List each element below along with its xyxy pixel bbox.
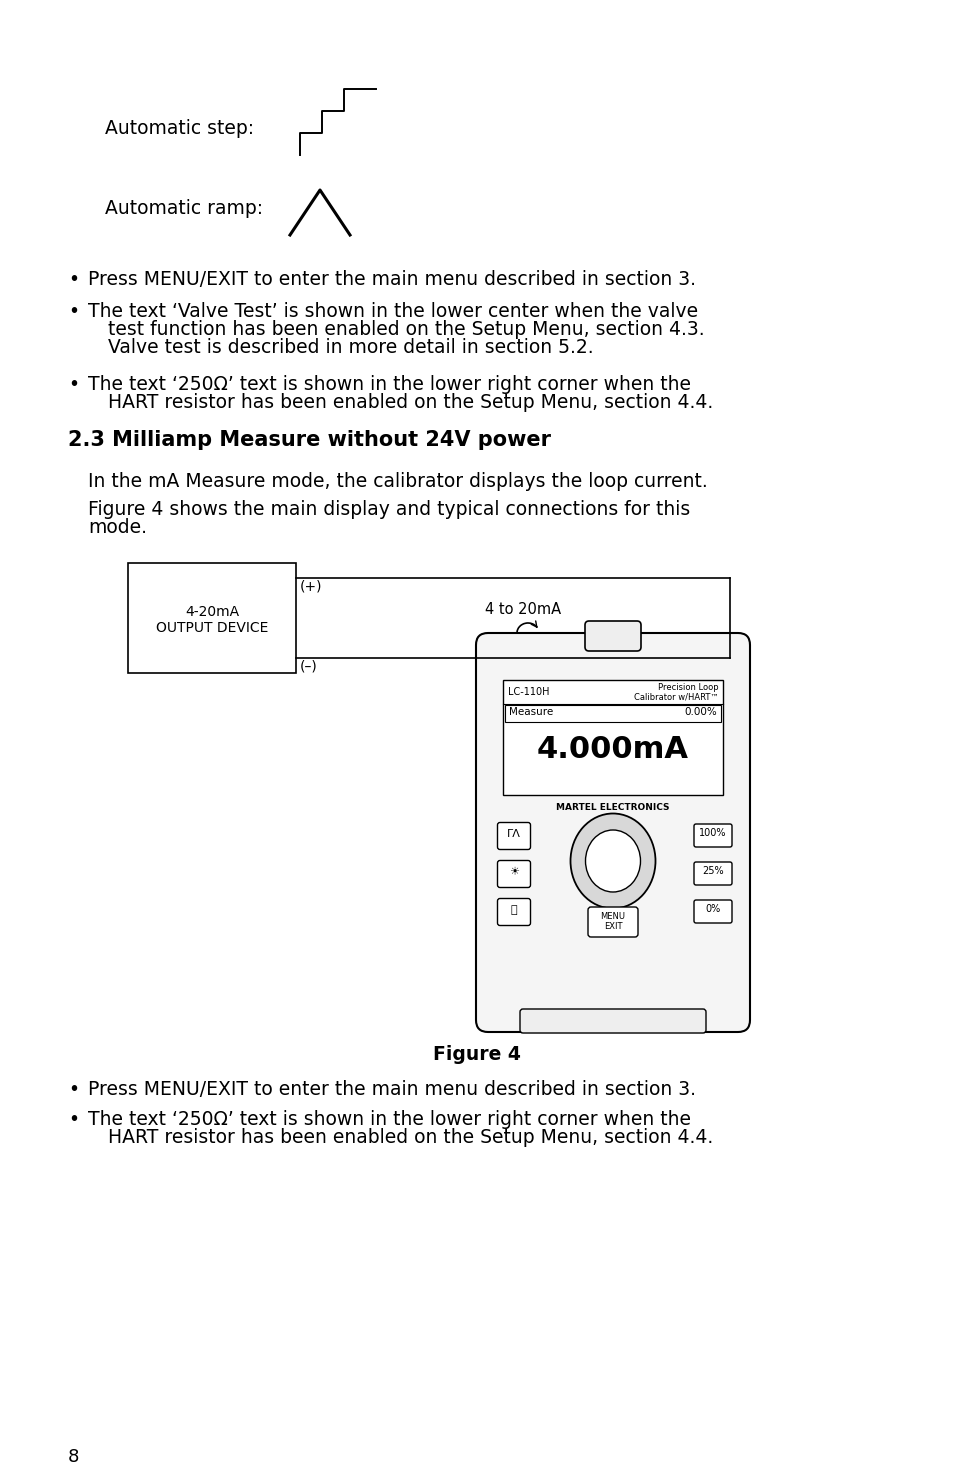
Text: MARTEL ELECTRONICS: MARTEL ELECTRONICS [556,802,669,813]
Text: ☀: ☀ [509,867,518,878]
Text: (+): (+) [299,580,322,593]
Text: •: • [68,302,79,322]
Text: 0%: 0% [704,904,720,914]
Text: (–): (–) [299,659,317,673]
Text: Precision Loop: Precision Loop [658,683,719,692]
Text: •: • [68,1111,79,1128]
FancyBboxPatch shape [519,1009,705,1032]
FancyBboxPatch shape [693,861,731,885]
FancyBboxPatch shape [584,621,640,650]
Text: 4-20mA: 4-20mA [185,605,239,620]
Text: Ⓞ: Ⓞ [510,906,517,914]
Text: Valve test is described in more detail in section 5.2.: Valve test is described in more detail i… [108,338,593,357]
FancyBboxPatch shape [693,825,731,847]
Text: LC-110H: LC-110H [507,687,549,698]
Text: 2.3 Milliamp Measure without 24V power: 2.3 Milliamp Measure without 24V power [68,431,551,450]
Text: Automatic ramp:: Automatic ramp: [105,199,263,217]
Text: 25%: 25% [701,866,723,876]
Text: The text ‘250Ω’ text is shown in the lower right corner when the: The text ‘250Ω’ text is shown in the low… [88,375,690,394]
Bar [502,680,722,795]
Ellipse shape [585,830,639,892]
Text: 4.000mA: 4.000mA [537,735,688,764]
Text: Figure 4 shows the main display and typical connections for this: Figure 4 shows the main display and typi… [88,500,690,519]
FancyBboxPatch shape [497,898,530,925]
Bar [504,705,720,721]
Text: HART resistor has been enabled on the Setup Menu, section 4.4.: HART resistor has been enabled on the Se… [108,1128,713,1148]
Text: 0.00%: 0.00% [683,707,717,717]
Text: Press MENU/EXIT to enter the main menu described in section 3.: Press MENU/EXIT to enter the main menu d… [88,270,696,289]
Text: 100%: 100% [699,827,726,838]
Text: In the mA Measure mode, the calibrator displays the loop current.: In the mA Measure mode, the calibrator d… [88,472,707,491]
Bar [128,563,295,673]
Text: OUTPUT DEVICE: OUTPUT DEVICE [155,621,268,636]
FancyBboxPatch shape [497,860,530,888]
Text: The text ‘250Ω’ text is shown in the lower right corner when the: The text ‘250Ω’ text is shown in the low… [88,1111,690,1128]
Text: Figure 4: Figure 4 [433,1044,520,1063]
Text: Measure: Measure [509,707,553,717]
Text: •: • [68,270,79,289]
Text: test function has been enabled on the Setup Menu, section 4.3.: test function has been enabled on the Se… [108,320,704,339]
Text: mode.: mode. [88,518,147,537]
Text: •: • [68,1080,79,1099]
Text: •: • [68,375,79,394]
FancyBboxPatch shape [693,900,731,923]
Text: 4 to 20mA: 4 to 20mA [484,602,560,618]
Text: Calibrator w/HART™: Calibrator w/HART™ [634,692,719,701]
Text: 8: 8 [68,1448,79,1466]
FancyBboxPatch shape [497,823,530,850]
Text: Press MENU/EXIT to enter the main menu described in section 3.: Press MENU/EXIT to enter the main menu d… [88,1080,696,1099]
Text: ΓΛ: ΓΛ [507,829,520,839]
Text: HART resistor has been enabled on the Setup Menu, section 4.4.: HART resistor has been enabled on the Se… [108,392,713,412]
Text: The text ‘Valve Test’ is shown in the lower center when the valve: The text ‘Valve Test’ is shown in the lo… [88,302,698,322]
Ellipse shape [570,814,655,909]
FancyBboxPatch shape [476,633,749,1032]
Text: Automatic step:: Automatic step: [105,118,253,137]
Text: MENU
EXIT: MENU EXIT [599,912,625,931]
FancyBboxPatch shape [587,907,638,937]
